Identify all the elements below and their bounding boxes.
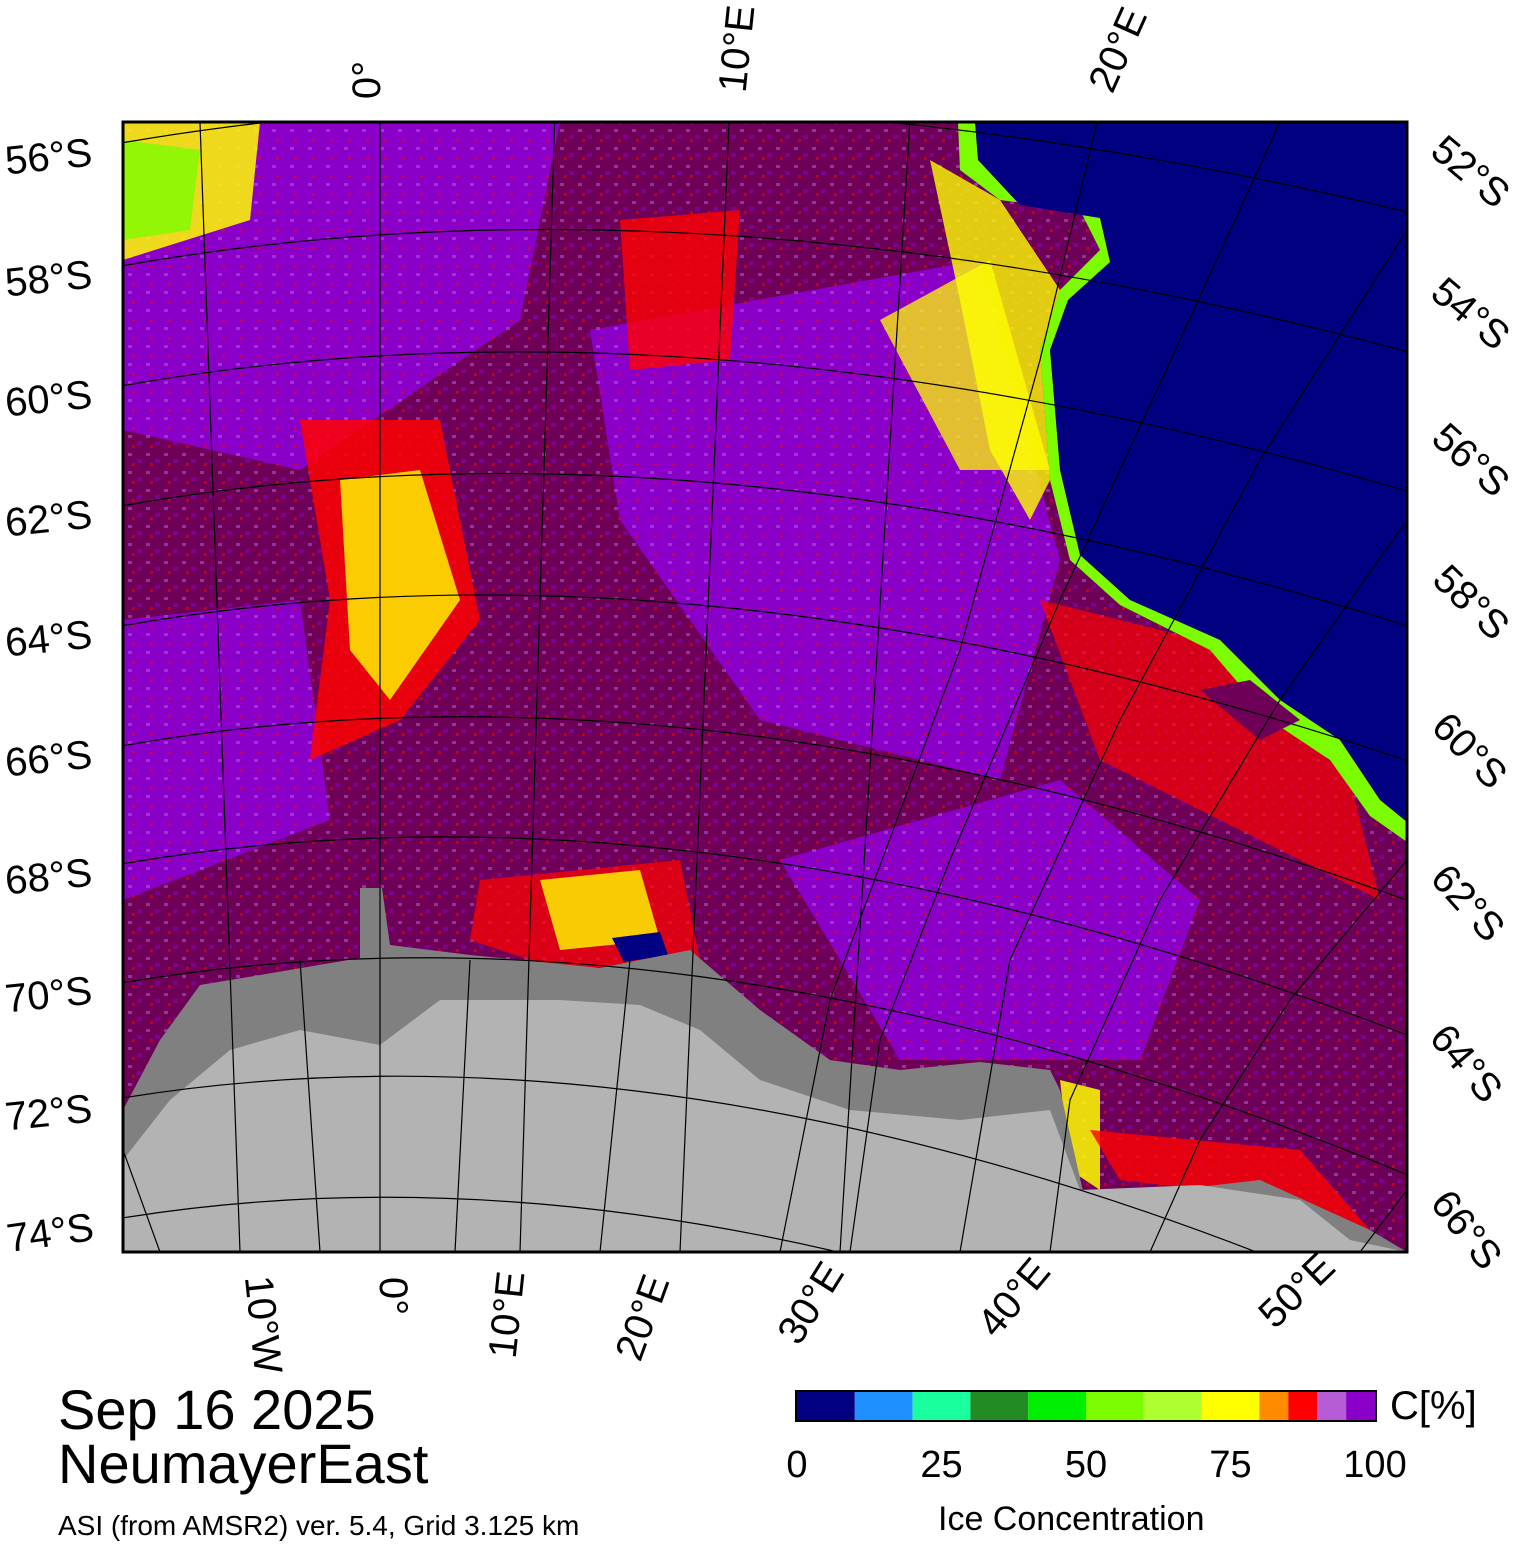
bottom-longitude-labels: 10°W 0° 10°E 20°E 30°E 40°E 50°E bbox=[236, 1245, 1344, 1376]
left-latitude-labels: 56°S 58°S 60°S 62°S 64°S 66°S 68°S 70°S 72°S 74°S bbox=[3, 131, 96, 1261]
colorbar-caption: Ice Concentration bbox=[938, 1500, 1205, 1538]
marginal-ice-zone bbox=[540, 870, 660, 950]
colorbar-tick-label: 0 bbox=[786, 1444, 808, 1486]
graticule-label: 0° bbox=[371, 1277, 415, 1315]
colorbar-bin bbox=[1143, 1392, 1202, 1420]
colorbar-bin bbox=[1317, 1392, 1347, 1420]
graticule-label: 58°S bbox=[1424, 557, 1517, 649]
graticule-label: 68°S bbox=[3, 851, 94, 904]
marginal-ice-zone bbox=[1040, 600, 1380, 900]
open-ocean bbox=[975, 122, 1407, 822]
graticule-label: 0° bbox=[345, 61, 389, 99]
graticule-label: 40°E bbox=[969, 1250, 1059, 1345]
graticule-label: 10°E bbox=[481, 1269, 534, 1360]
colorbar-bin bbox=[1346, 1392, 1375, 1420]
colorbar-tick-label: 25 bbox=[920, 1444, 963, 1486]
colorbar-bin bbox=[912, 1392, 971, 1420]
graticule-label: 52°S bbox=[1423, 127, 1518, 217]
colorbar-tick-label: 50 bbox=[1064, 1444, 1108, 1486]
map-date: Sep 16 2025 bbox=[58, 1378, 376, 1441]
colorbar-bin bbox=[1201, 1392, 1260, 1420]
graticule-label: 56°S bbox=[1424, 415, 1518, 506]
graticule-label: 10°E bbox=[711, 3, 764, 94]
colorbar-bin bbox=[1086, 1392, 1144, 1420]
marginal-ice-zone bbox=[340, 470, 460, 700]
map-frame bbox=[121, 120, 1409, 1254]
graticule-label: 70°S bbox=[3, 969, 94, 1022]
graticule-label: 64°S bbox=[3, 613, 94, 666]
marginal-ice-zone bbox=[123, 140, 200, 240]
graticule-label: 64°S bbox=[1421, 1016, 1511, 1111]
graticule-label: 50°E bbox=[1250, 1245, 1343, 1337]
colorbar-bin bbox=[854, 1392, 913, 1420]
graticule-label: 20°E bbox=[1080, 1, 1156, 99]
graticule-label: 66°S bbox=[3, 733, 94, 786]
graticule-label: 72°S bbox=[3, 1087, 94, 1140]
data-source: ASI (from AMSR2) ver. 5.4, Grid 3.125 km bbox=[58, 1510, 580, 1541]
top-longitude-labels: 0° 10°E 20°E bbox=[345, 1, 1156, 99]
colorbar-tick-label: 75 bbox=[1209, 1444, 1252, 1486]
graticule-label: 20°E bbox=[607, 1269, 678, 1366]
colorbar-bin bbox=[797, 1392, 855, 1420]
antarctic-land bbox=[123, 1000, 1407, 1252]
polynya bbox=[612, 932, 668, 962]
graticule-label: 66°S bbox=[1422, 1182, 1510, 1278]
graticule-label: 62°S bbox=[3, 493, 94, 546]
colorbar-tick-label: 100 bbox=[1343, 1444, 1407, 1486]
colorbar bbox=[795, 1390, 1377, 1422]
ice-tongue bbox=[1200, 680, 1300, 740]
graticule-label: 56°S bbox=[3, 131, 94, 184]
graticule-label: 54°S bbox=[1423, 269, 1518, 359]
graticule-label: 30°E bbox=[769, 1254, 853, 1351]
colorbar-bin bbox=[970, 1392, 1029, 1420]
graticule-label: 60°S bbox=[1423, 704, 1515, 797]
colorbar-unit: C[%] bbox=[1390, 1384, 1477, 1428]
colorbar-bin bbox=[1259, 1392, 1289, 1420]
region-name: NeumayerEast bbox=[58, 1432, 429, 1495]
graticule-label: 10°W bbox=[236, 1273, 290, 1376]
open-ocean bbox=[930, 160, 1060, 520]
marginal-ice-zone bbox=[620, 210, 740, 370]
graticule-label: 60°S bbox=[3, 373, 94, 426]
colorbar-bin bbox=[1028, 1392, 1086, 1420]
graticule-label: 62°S bbox=[1422, 856, 1513, 950]
colorbar-bin bbox=[1288, 1392, 1318, 1420]
graticule-label: 58°S bbox=[3, 253, 94, 306]
right-latitude-labels: 52°S 54°S 56°S 58°S 60°S 62°S 64°S 66°S bbox=[1421, 127, 1518, 1278]
graticule-label: 74°S bbox=[4, 1205, 96, 1261]
marginal-ice-zone bbox=[1090, 1130, 1370, 1230]
